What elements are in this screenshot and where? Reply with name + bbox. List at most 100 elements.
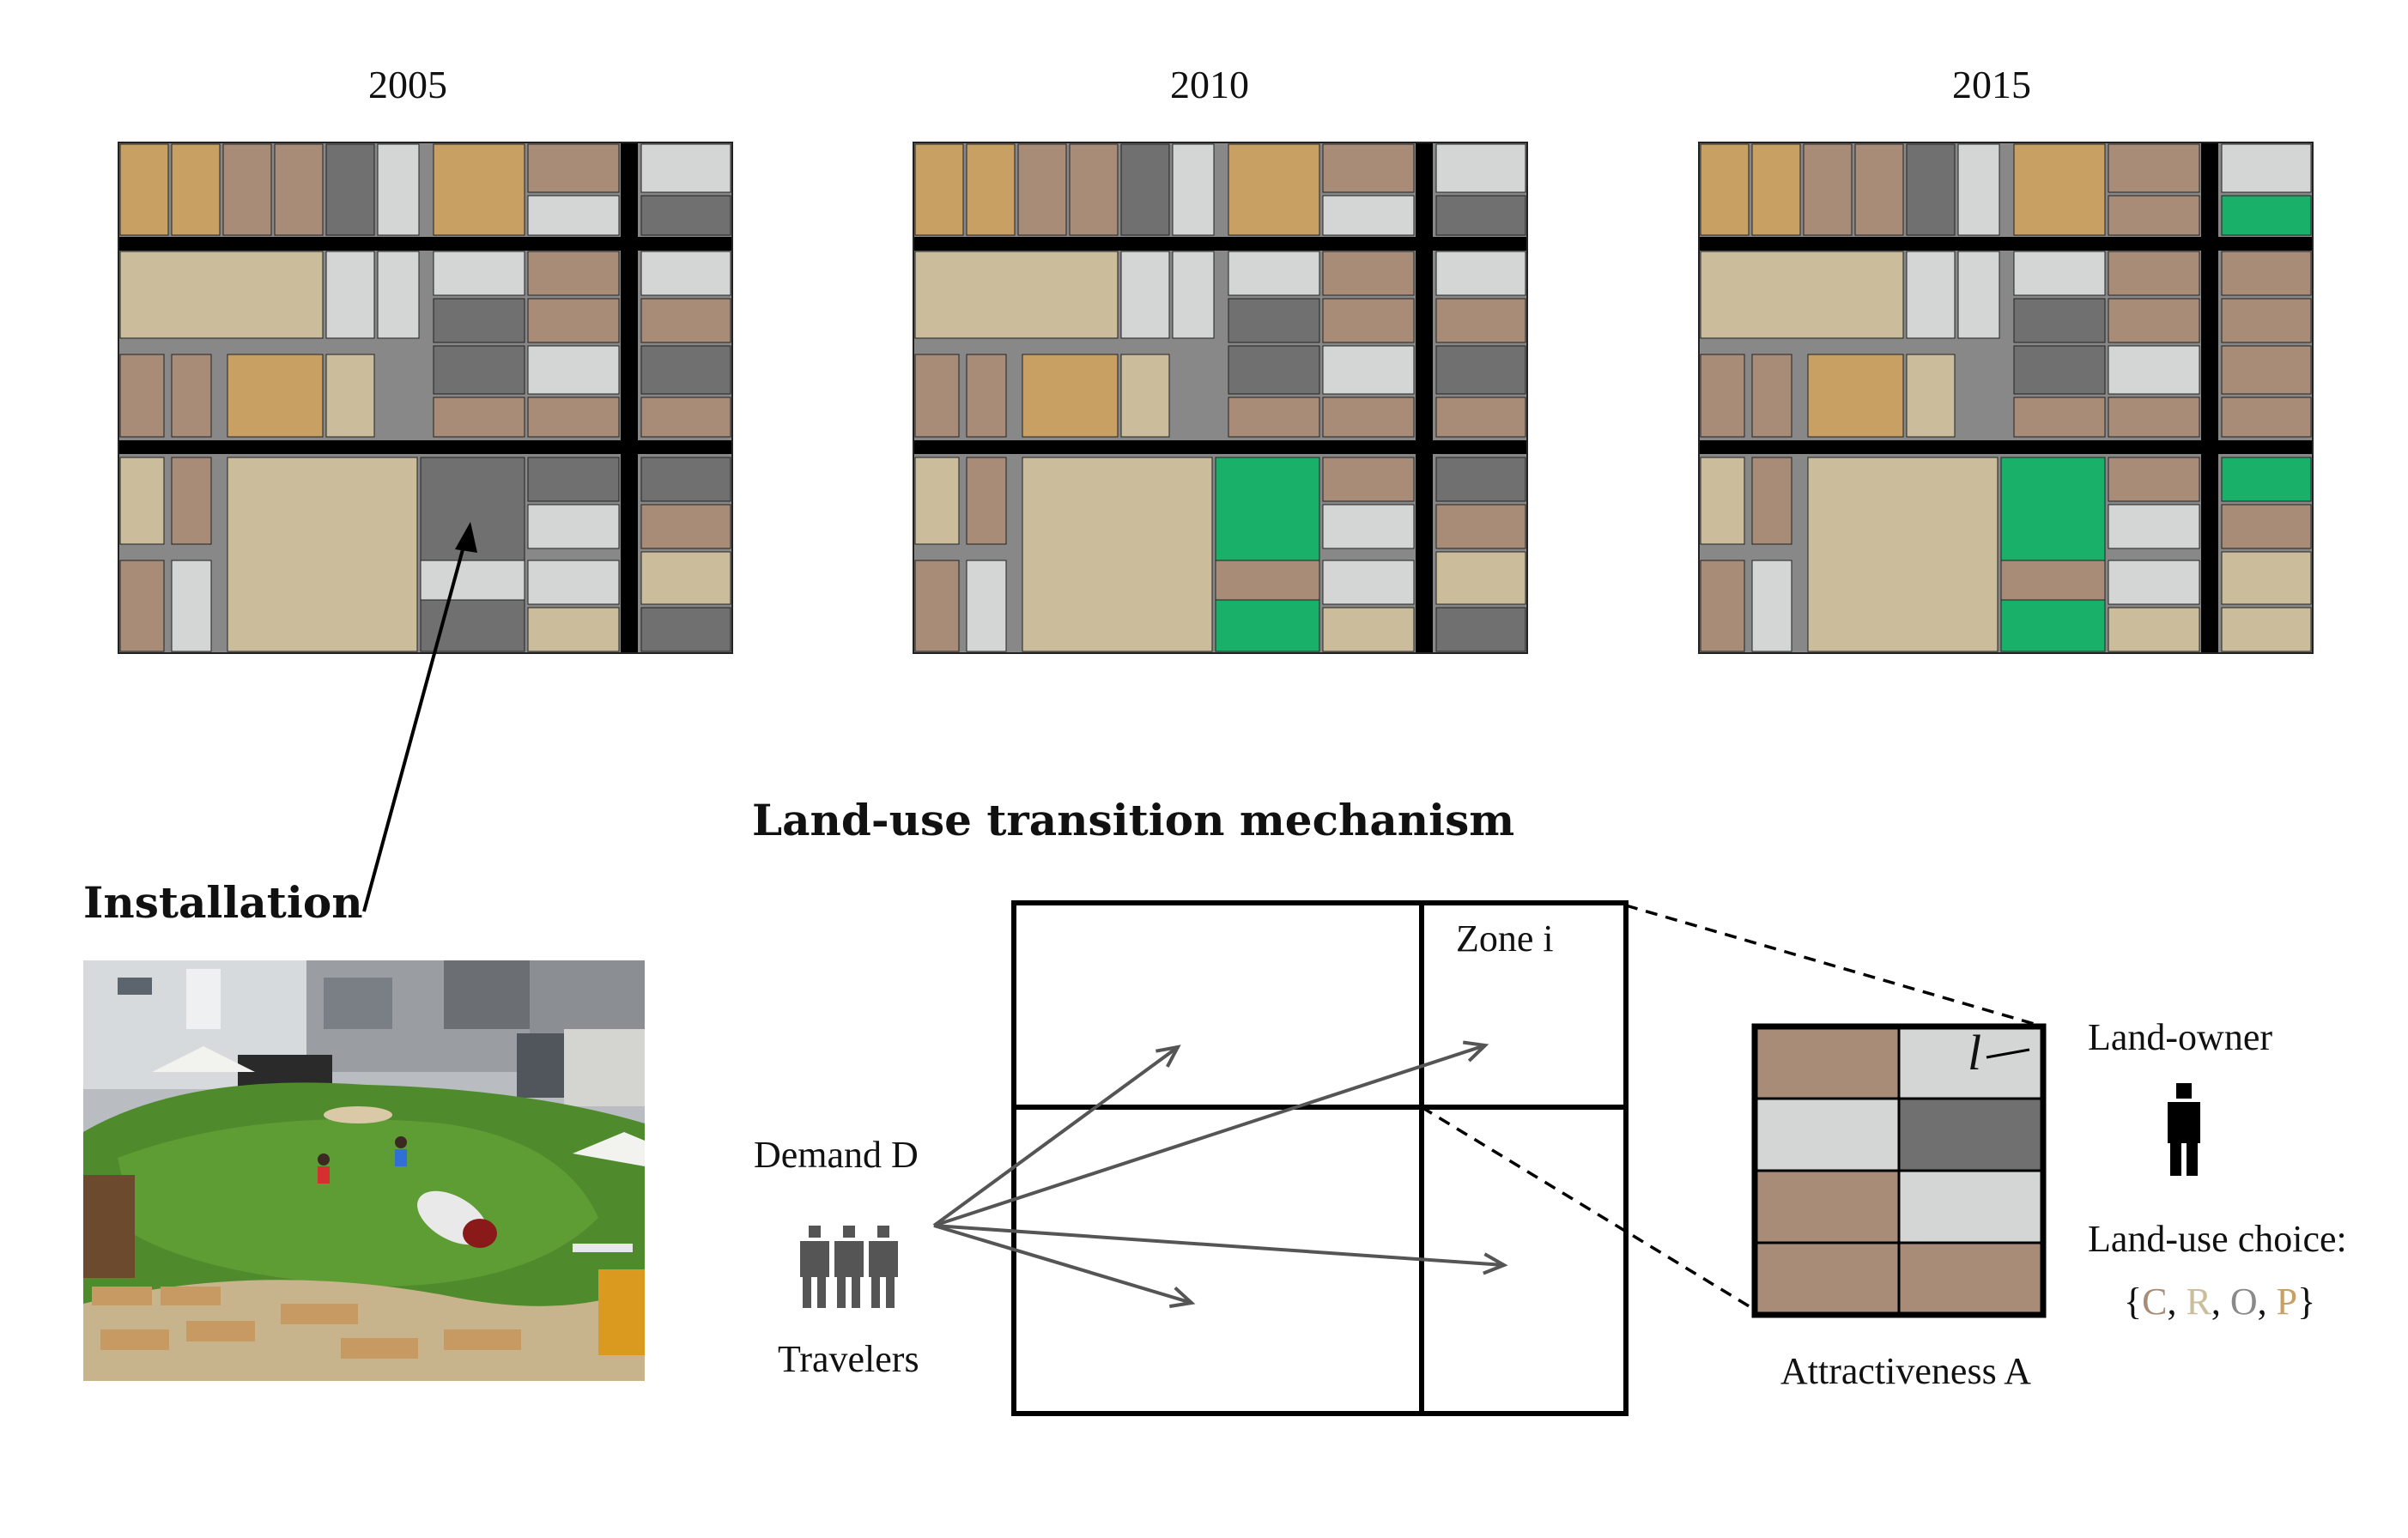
zoom-line-bottom [1421, 1105, 1756, 1311]
traveler-figure [843, 1226, 855, 1238]
land-parcel [1322, 298, 1415, 343]
land-parcel [527, 143, 620, 193]
demand-arrow-head [1483, 1252, 1508, 1275]
land-parcel [1322, 251, 1415, 296]
zone-parcel-frame [1751, 1023, 2047, 1318]
land-use-map-2005 [118, 142, 733, 654]
travelers-label: Travelers [778, 1338, 919, 1380]
land-parcel [420, 560, 525, 601]
choice-item-p: P [2276, 1281, 2298, 1323]
land-parcel [1120, 143, 1170, 236]
land-parcel [914, 560, 960, 652]
land-parcel [1322, 345, 1415, 395]
parcel-symbol: l [1968, 1025, 1982, 1081]
land-parcel [2221, 551, 2312, 605]
traveler-figure [886, 1277, 895, 1308]
zone-grid [1011, 900, 1629, 1416]
land-parcel [433, 251, 525, 296]
installation-arrow-head [455, 522, 477, 553]
traveler-figure [834, 1241, 864, 1277]
land-parcel [914, 143, 964, 236]
demand-arrow [932, 1045, 1180, 1227]
land-parcel [1751, 560, 1792, 652]
land-parcel [2221, 251, 2312, 296]
land-parcel [1700, 251, 1904, 339]
land-parcel [1435, 345, 1526, 395]
land-parcel [119, 143, 169, 236]
year-label-2010: 2010 [1170, 63, 1249, 106]
land-parcel [325, 354, 375, 438]
choice-open-brace: { [2124, 1281, 2143, 1323]
land-parcel [1228, 397, 1320, 438]
land-parcel [119, 354, 165, 438]
land-parcel [2221, 397, 2312, 438]
major-road [1699, 440, 2313, 454]
land-parcel [171, 354, 212, 438]
land-parcel [640, 504, 731, 549]
installation-title: Installation [83, 877, 363, 928]
traveler-figure [803, 1277, 811, 1308]
land-parcel [1957, 143, 2000, 236]
land-parcel [2108, 195, 2200, 236]
land-parcel [2108, 143, 2200, 193]
land-parcel [1700, 457, 1745, 545]
traveler-figure [817, 1277, 826, 1308]
zoom-line-top [1625, 904, 2044, 1028]
land-parcel [1906, 354, 1956, 438]
choice-item-o: O [2229, 1281, 2258, 1323]
zone-parcel [1753, 1025, 1901, 1100]
major-road [118, 440, 732, 454]
zone-parcel [1753, 1241, 1901, 1317]
year-label-2005: 2005 [368, 63, 447, 106]
attractiveness-label: Attractiveness A [1780, 1350, 2032, 1392]
land-parcel [1906, 143, 1956, 236]
land-parcel [119, 560, 165, 652]
land-parcel [1215, 457, 1320, 652]
zone-parcel [1753, 1097, 1901, 1172]
choice-item-r: R [2186, 1281, 2211, 1323]
land-parcel [914, 457, 960, 545]
land-parcel [640, 195, 731, 236]
land-parcel [1322, 504, 1415, 549]
land-parcel [1322, 397, 1415, 438]
land-parcel [1322, 607, 1415, 652]
map-frame [913, 142, 1528, 654]
land-parcel [2108, 560, 2200, 605]
land-parcel [171, 560, 212, 652]
land-parcel [1957, 251, 2000, 339]
major-road [1416, 142, 1433, 653]
land-parcel [1228, 143, 1320, 236]
zone-parcel-grid [1751, 1023, 2047, 1318]
land-parcel [2013, 251, 2106, 296]
land-parcel [1120, 251, 1170, 339]
land-parcel [1700, 354, 1745, 438]
landuse-choice-label: Land-use choice: [2088, 1218, 2347, 1260]
land-use-map-2015 [1698, 142, 2314, 654]
landowner-pointer [1986, 1048, 2030, 1059]
land-parcel [1069, 143, 1119, 236]
land-parcel [966, 560, 1007, 652]
land-parcel [527, 345, 620, 395]
land-parcel [433, 397, 525, 438]
land-parcel [1807, 354, 1904, 438]
land-parcel [527, 457, 620, 502]
land-parcel [1022, 457, 1213, 652]
map-frame [118, 142, 733, 654]
land-parcel [640, 143, 731, 193]
landuse-choice-set: {C, R, O, P} [2124, 1280, 2315, 1323]
land-parcel [2013, 143, 2106, 236]
land-parcel [1803, 143, 1853, 236]
traveler-figure [809, 1226, 821, 1238]
land-parcel [2013, 397, 2106, 438]
demand-arrows [932, 1040, 1508, 1309]
traveler-figure [800, 1241, 829, 1277]
major-road [913, 440, 1527, 454]
land-parcel [640, 298, 731, 343]
major-road [621, 142, 638, 653]
land-parcel [1017, 143, 1067, 236]
land-parcel [433, 345, 525, 395]
choice-separator: , [2211, 1281, 2230, 1323]
land-parcel [966, 457, 1007, 545]
land-parcel [222, 143, 272, 236]
